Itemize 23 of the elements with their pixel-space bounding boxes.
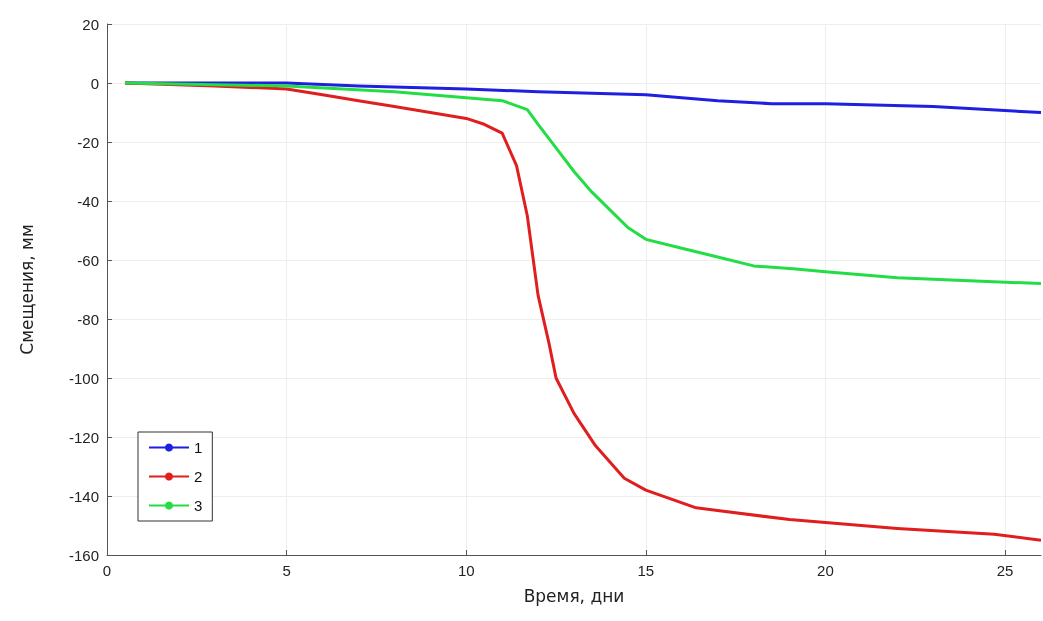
y-axis-title: Смещения, мм: [16, 224, 37, 355]
line-series: [123, 81, 1043, 542]
line-series: [123, 81, 1043, 286]
y-tick-label: -80: [77, 310, 99, 328]
x-tick-label: 25: [996, 562, 1014, 579]
y-tick-label: -20: [77, 133, 99, 151]
legend-label: 2: [194, 468, 203, 485]
legend-label: 1: [194, 439, 203, 456]
y-tick-label: -120: [68, 428, 99, 446]
x-axis-title: Время, дни: [523, 585, 625, 606]
y-tick-label: -100: [68, 369, 99, 387]
y-tick-label: -40: [77, 192, 99, 210]
y-tick-label: -140: [68, 487, 99, 505]
x-tick-label: 0: [102, 562, 112, 579]
x-tick-label: 5: [282, 562, 291, 579]
y-tick-label: 20: [82, 15, 99, 33]
y-tick-label: -160: [68, 546, 99, 564]
x-tick-label: 15: [637, 562, 655, 579]
y-tick-label: 0: [90, 74, 99, 92]
legend-label: 3: [194, 497, 203, 514]
x-tick-label: 20: [817, 562, 834, 579]
x-tick-label: 10: [457, 562, 475, 579]
y-tick-label: -60: [77, 251, 99, 269]
